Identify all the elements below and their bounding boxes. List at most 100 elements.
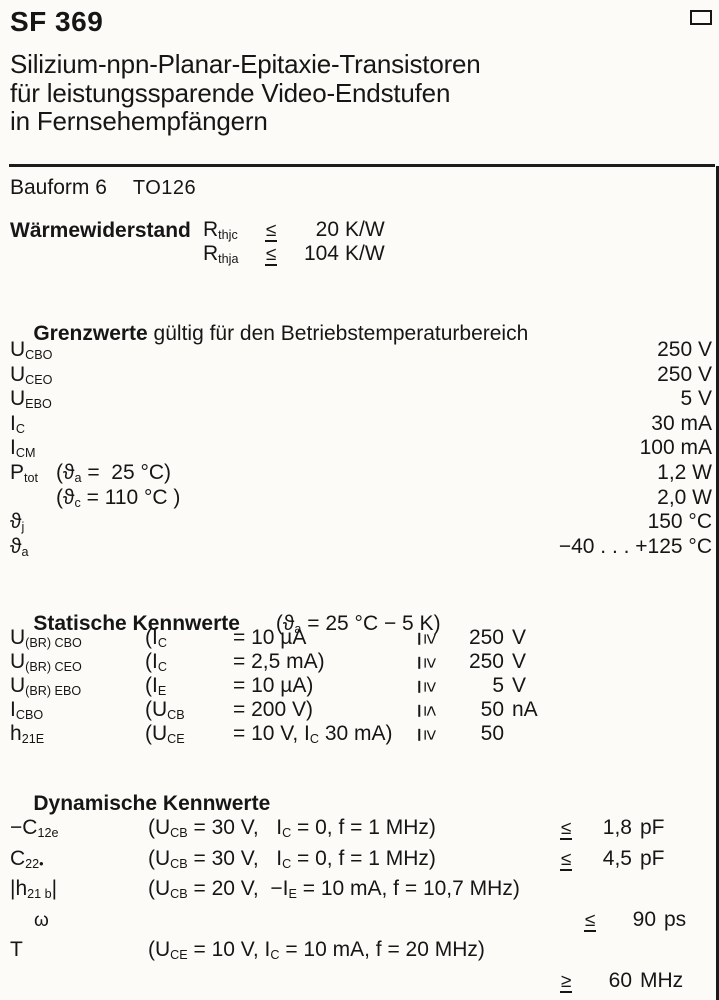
greater-equal-symbol-rotated: ≥ xyxy=(418,728,441,742)
corner-rectangle-icon xyxy=(690,10,712,25)
param-condition-value: = 10 V, IC 30 mA) xyxy=(233,722,393,746)
param-value: 250 V xyxy=(657,362,712,386)
param-symbol: ICBO xyxy=(10,698,44,722)
param-symbol: UEBO xyxy=(10,387,52,411)
dynamic-row: ω ≤ 90 ps xyxy=(10,908,715,939)
param-symbol: |h21 b| xyxy=(10,877,58,901)
less-equal-symbol: ≤ xyxy=(560,818,573,841)
limits-heading: Grenzwerte gültig für den Betriebstemper… xyxy=(10,298,528,370)
param-symbol: UCBO xyxy=(10,338,53,362)
param-value: 1,2 W xyxy=(657,460,712,484)
param-condition-var: (UCE xyxy=(145,722,185,746)
param-value: 250 V xyxy=(657,338,712,361)
static-row: ICBO (UCB = 200 V) ≤ 50 nA xyxy=(10,698,715,722)
subtitle-line: für leistungssparende Video-Endstufen xyxy=(10,77,451,108)
param-condition-value: = 2,5 mA) xyxy=(233,650,325,673)
limit-row: ϑa −40 . . . +125 °C xyxy=(10,535,712,560)
greater-equal-symbol-rotated: ≥ xyxy=(418,680,441,694)
param-condition-value: = 200 V) xyxy=(233,698,313,721)
page-title: SF 369 xyxy=(10,6,104,37)
param-value-unit: pF xyxy=(640,846,665,870)
dynamic-table: −C12e (UCB = 30 V, IC = 0, f = 1 MHz) ≤ … xyxy=(10,816,715,999)
param-condition: (ϑc = 110 °C ) xyxy=(56,485,181,510)
bauform-label: Bauform 6 xyxy=(10,176,107,199)
param-value: −40 . . . +125 °C xyxy=(558,534,712,558)
param-symbol: T xyxy=(10,938,23,961)
static-heading: Statische Kennwerte (ϑa = 25 °C − 5 K) xyxy=(10,588,441,660)
package-type: TO126 xyxy=(132,177,197,199)
param-value-unit: MHz xyxy=(640,968,684,992)
param-symbol: U(BR) EBO xyxy=(10,674,82,698)
param-value-number: 20 xyxy=(315,218,339,241)
param-value-number: 1,8 xyxy=(602,816,632,839)
limit-row: IC 30 mA xyxy=(10,412,712,437)
param-condition: (ϑa = 25 °C) xyxy=(56,460,172,485)
static-row: U(BR) CBO (IC = 10 µA ≥ 250 V xyxy=(10,626,715,650)
dynamic-row: C22• (UCB = 30 V, IC = 0, f = 1 MHz) ≤ 4… xyxy=(10,847,715,878)
limit-row: UCBO 250 V xyxy=(10,338,712,363)
static-heading-text: Statische Kennwerte xyxy=(33,612,240,635)
param-value-number: 5 xyxy=(492,674,504,697)
dynamic-row: |h21 b| (UCB = 20 V, −IE = 10 mA, f = 10… xyxy=(10,877,715,908)
limit-row: ICM 100 mA xyxy=(10,436,712,461)
param-value-number: 4,5 xyxy=(602,846,632,870)
param-value-number: 60 xyxy=(608,968,632,992)
static-row: h21E (UCE = 10 V, IC 30 mA) ≥ 50 xyxy=(10,722,715,746)
param-symbol: ϑj xyxy=(10,510,25,534)
param-value-unit: K/W xyxy=(345,242,385,265)
param-value-unit: pF xyxy=(640,816,665,839)
greater-equal-symbol-rotated: ≥ xyxy=(418,656,441,670)
thermal-row: Rthjc ≤ 20 K/W xyxy=(203,218,463,243)
param-value-number: 250 xyxy=(468,626,504,649)
param-condition: (UCB = 30 V, IC = 0, f = 1 MHz) xyxy=(148,846,436,871)
param-symbol: h21E xyxy=(10,722,45,746)
param-symbol: U(BR) CBO xyxy=(10,626,82,650)
less-equal-symbol: ≤ xyxy=(265,220,278,243)
dynamic-heading-text: Dynamische Kennwerte xyxy=(33,792,271,815)
subtitle-line: Silizium-npn-Planar-Epitaxie-Transistore… xyxy=(10,49,481,79)
param-condition-value: = 10 µA) xyxy=(233,674,314,697)
param-symbol: Rthjc xyxy=(203,218,238,242)
dynamic-row: ≥ 60 MHz xyxy=(10,969,715,1000)
subtitle: Silizium-npn-Planar-Epitaxie-Transistore… xyxy=(10,50,481,136)
static-table: U(BR) CBO (IC = 10 µA ≥ 250 V U(BR) CEO … xyxy=(10,626,715,746)
param-value-number: 50 xyxy=(480,698,504,721)
param-condition-var: (UCB xyxy=(145,698,185,722)
less-equal-symbol: ≤ xyxy=(584,909,597,932)
param-value-unit: V xyxy=(512,674,527,697)
param-symbol: IC xyxy=(10,411,25,436)
param-value: 100 mA xyxy=(639,436,712,460)
limit-row: UEBO 5 V xyxy=(10,387,712,412)
param-symbol: ϑa xyxy=(10,534,29,559)
param-value-unit: nA xyxy=(512,698,538,721)
param-value-unit: V xyxy=(512,626,527,649)
param-symbol: UCEO xyxy=(10,362,53,387)
param-value-number: 90 xyxy=(632,907,656,931)
static-heading-condition: (ϑa = 25 °C − 5 K) xyxy=(275,612,441,636)
limit-row: ϑj 150 °C xyxy=(10,510,712,535)
dynamic-row: T (UCE = 10 V, IC = 10 mA, f = 20 MHz) xyxy=(10,938,715,969)
param-symbol: Rthja xyxy=(203,242,239,266)
greater-equal-symbol-rotated: ≥ xyxy=(418,632,441,646)
param-condition: (UCB = 20 V, −IE = 10 mA, f = 10,7 MHz) xyxy=(148,877,520,901)
param-condition-var: (IC xyxy=(145,650,167,674)
param-symbol: Ptot xyxy=(10,460,39,485)
param-value-number: 104 xyxy=(303,242,339,265)
less-equal-symbol-rotated: ≤ xyxy=(418,704,441,718)
param-value: 150 °C xyxy=(647,510,712,534)
limits-heading-bold: Grenzwerte xyxy=(33,322,148,345)
param-value-number: 50 xyxy=(480,722,504,745)
limit-row: Ptot (ϑa = 25 °C) 1,2 W xyxy=(10,461,712,486)
param-value: 5 V xyxy=(680,387,712,411)
param-condition: (UCE = 10 V, IC = 10 mA, f = 20 MHz) xyxy=(148,938,485,962)
param-value-unit: V xyxy=(512,650,527,673)
dynamic-heading: Dynamische Kennwerte xyxy=(10,768,270,840)
param-value-unit: K/W xyxy=(345,218,385,241)
dynamic-row: −C12e (UCB = 30 V, IC = 0, f = 1 MHz) ≤ … xyxy=(10,816,715,847)
param-condition-value: = 10 µA xyxy=(233,626,307,649)
limit-row: (ϑc = 110 °C ) 2,0 W xyxy=(10,486,712,511)
param-condition-var: (IE xyxy=(145,674,167,698)
param-value: 2,0 W xyxy=(657,485,712,509)
static-row: U(BR) CEO (IC = 2,5 mA) ≥ 250 V xyxy=(10,650,715,674)
